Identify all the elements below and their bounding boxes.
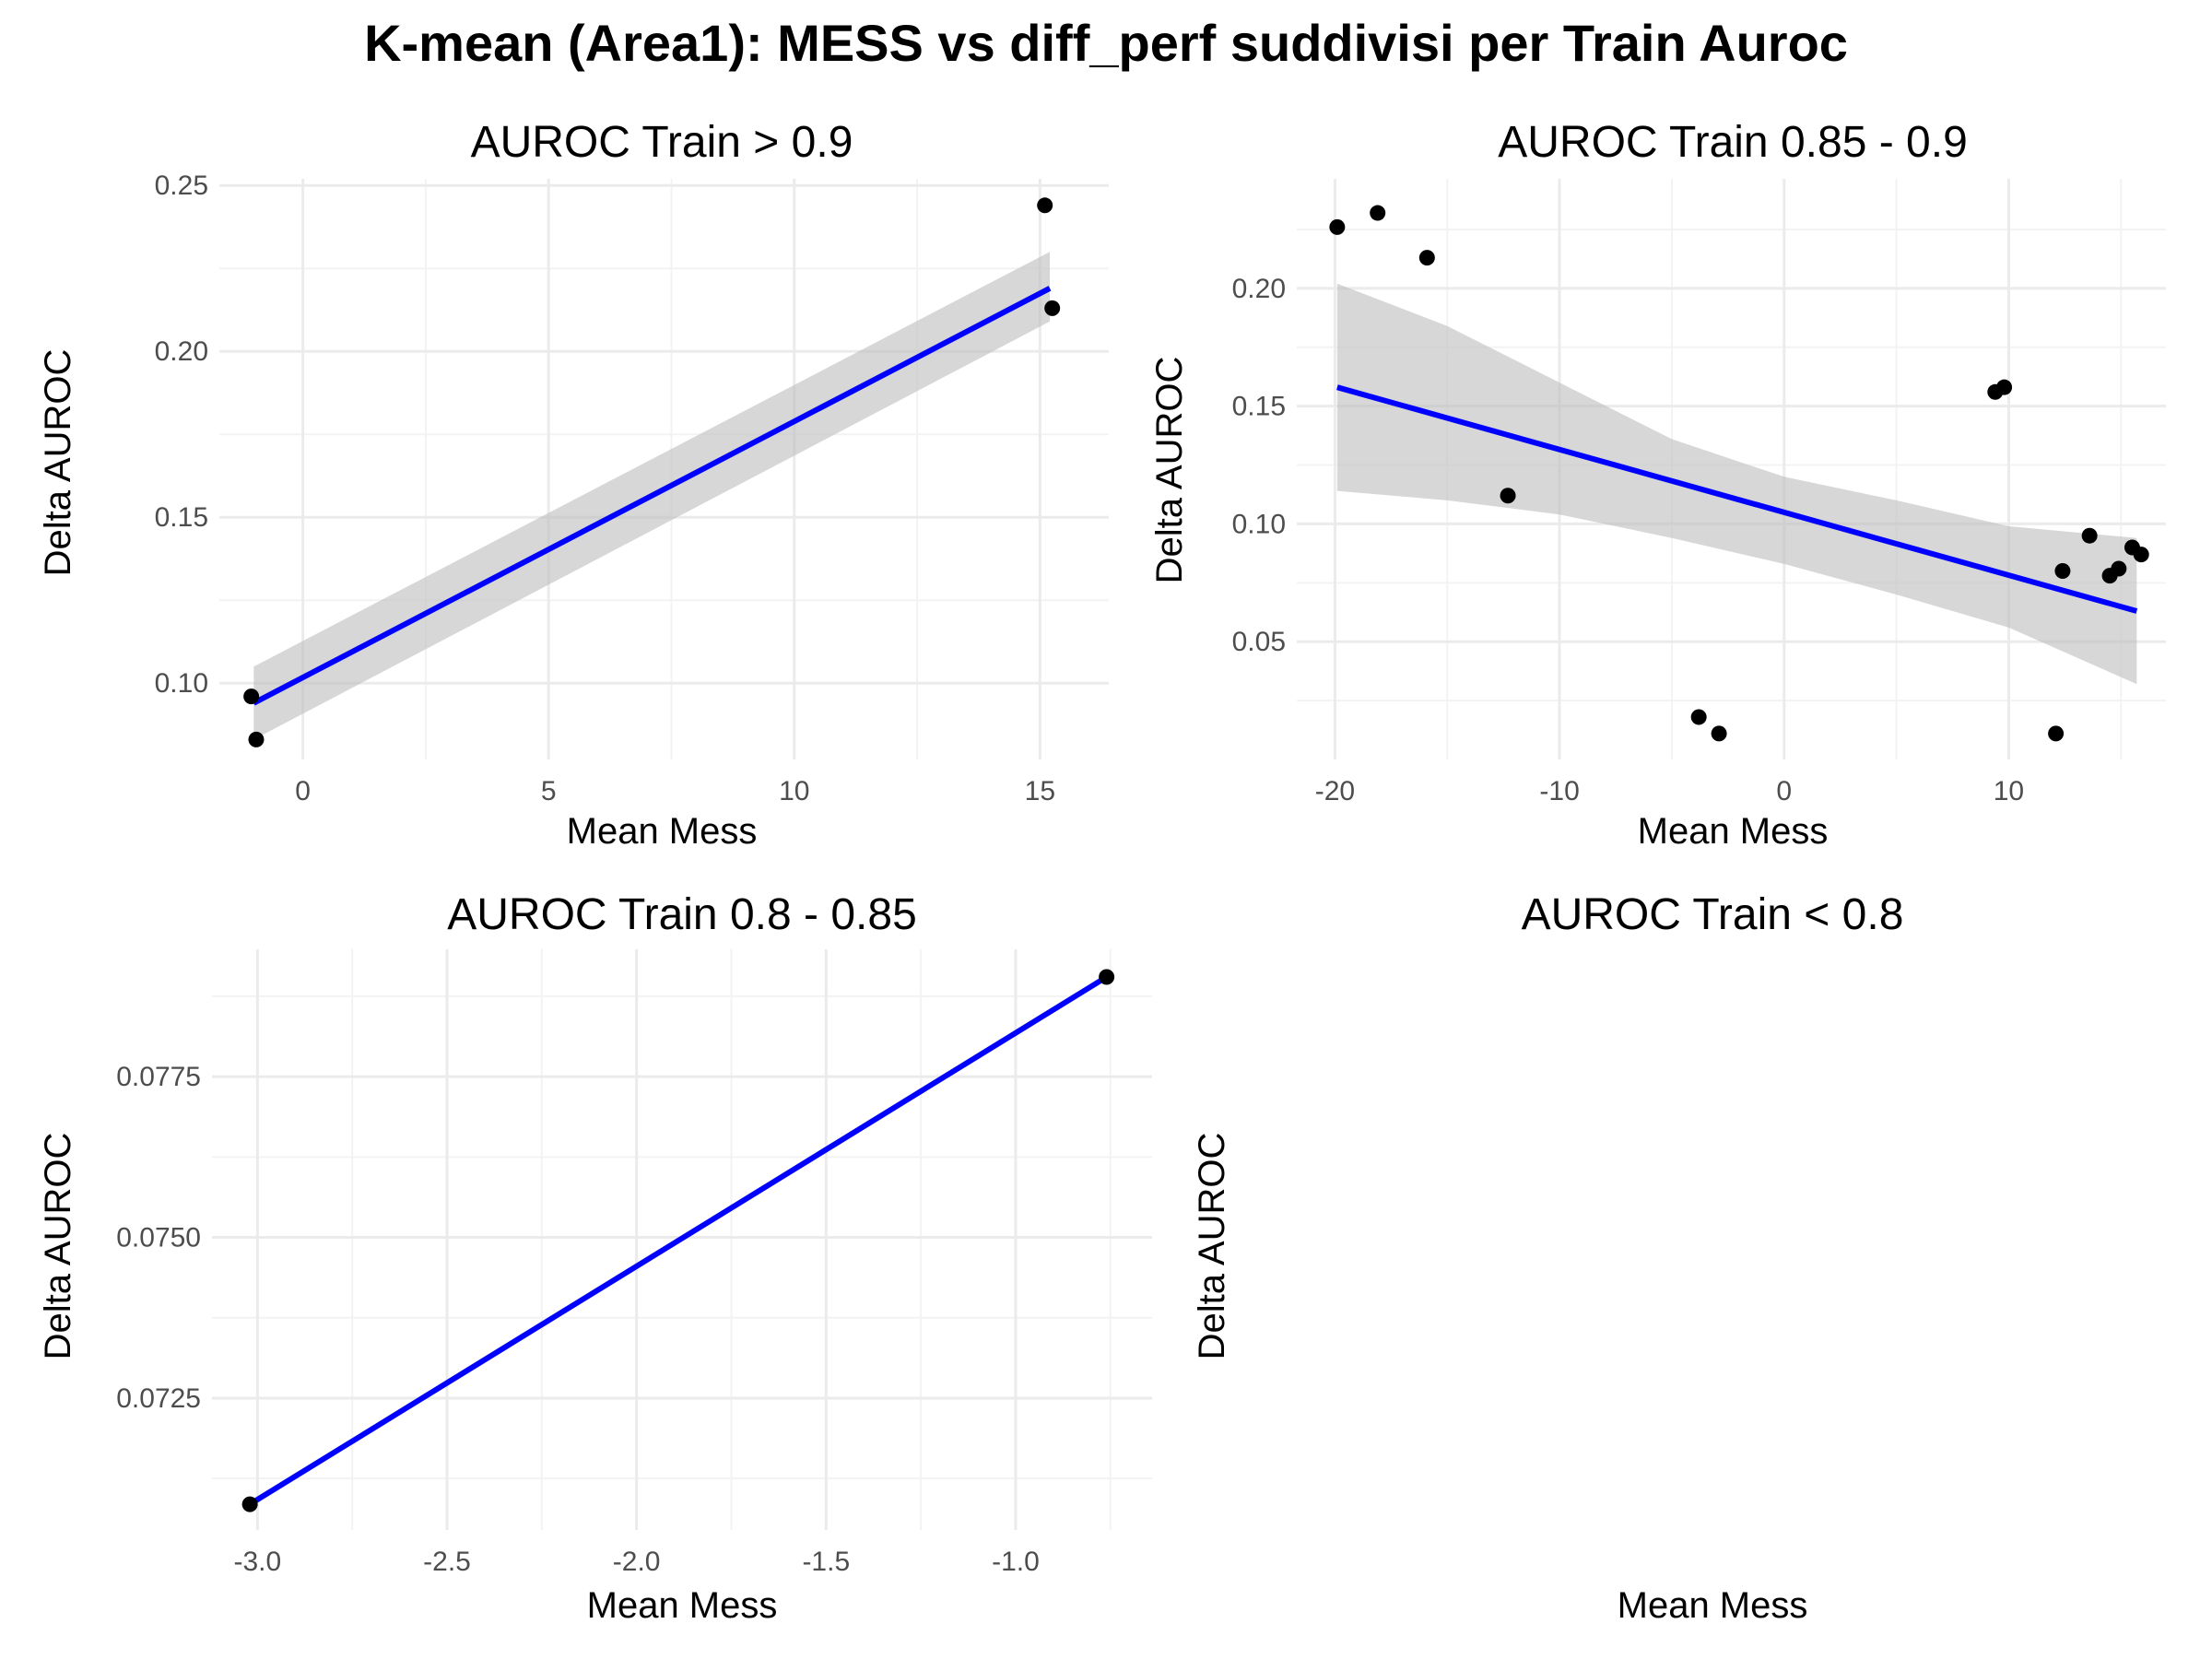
data-point: [1500, 488, 1516, 504]
x-axis-label: Mean Mess: [587, 1585, 778, 1626]
data-point: [1099, 969, 1115, 985]
x-tick-label: -10: [1539, 776, 1579, 806]
x-tick-label: 5: [541, 776, 557, 806]
y-tick-label: 0.10: [155, 668, 208, 699]
data-point: [1996, 379, 2013, 395]
y-tick-label: 0.15: [155, 502, 208, 533]
data-point: [1711, 725, 1727, 742]
plot-area: -3.0 -2.5 -2.0 -1.5 -1.0 0.0725 0.0750 0.0775: [116, 949, 1152, 1577]
plot-area: 0 5 10 15 0.10 0.15 0.20 0.25: [155, 171, 1109, 806]
x-tick-label: -1.0: [992, 1547, 1040, 1577]
data-point: [1418, 250, 1435, 266]
panel-auroc-0.8-0.85: AUROC Train 0.8 - 0.85 Mean Mess Delta A…: [38, 890, 1152, 1626]
x-tick-label: -3.0: [234, 1547, 282, 1577]
x-tick-label: 10: [779, 776, 809, 806]
chart-main-title: K-mean (Area1): MESS vs diff_perf suddiv…: [364, 14, 1848, 72]
y-tick-label: 0.0725: [116, 1383, 201, 1414]
x-axis-label: Mean Mess: [1618, 1585, 1808, 1626]
x-tick-label: 0: [295, 776, 311, 806]
x-axis-label: Mean Mess: [567, 811, 758, 852]
panel-auroc-lt-0.8: AUROC Train < 0.8 Mean Mess Delta AUROC: [1192, 890, 1903, 1626]
y-tick-label: 0.05: [1232, 627, 1286, 657]
panel-auroc-gt-0.9: AUROC Train > 0.9 Mean Mess Delta AUROC …: [38, 118, 1109, 852]
confidence-band: [1336, 283, 2137, 685]
y-tick-label: 0.0775: [116, 1062, 201, 1092]
y-axis-label: Delta AUROC: [38, 349, 78, 577]
data-point: [241, 1496, 258, 1512]
y-axis-label: Delta AUROC: [38, 1133, 78, 1360]
panel-title: AUROC Train < 0.8: [1522, 890, 1904, 939]
y-tick-label: 0.20: [155, 336, 208, 367]
data-point: [2111, 560, 2127, 577]
x-tick-label: 15: [1025, 776, 1055, 806]
data-point: [1370, 205, 1386, 221]
x-tick-label: -20: [1315, 776, 1355, 806]
x-tick-label: -2.0: [613, 1547, 661, 1577]
data-point: [1037, 197, 1053, 214]
y-axis-label: Delta AUROC: [1149, 357, 1190, 584]
panel-title: AUROC Train 0.85 - 0.9: [1498, 118, 1968, 167]
panel-title: AUROC Train > 0.9: [471, 118, 853, 167]
data-point: [2133, 547, 2149, 563]
y-tick-label: 0.20: [1232, 274, 1286, 304]
x-tick-label: -2.5: [423, 1547, 471, 1577]
data-point: [1690, 709, 1707, 725]
x-tick-label: -1.5: [802, 1547, 850, 1577]
x-axis-label: Mean Mess: [1638, 811, 1829, 852]
regression-line: [252, 286, 1052, 706]
data-point: [2054, 563, 2071, 580]
data-point: [243, 688, 260, 705]
data-point: [248, 731, 265, 747]
regression-line: [1336, 384, 2138, 614]
data-point: [1329, 218, 1346, 235]
y-tick-label: 0.0750: [116, 1223, 201, 1253]
y-tick-label: 0.25: [155, 171, 208, 201]
y-axis-label: Delta AUROC: [1192, 1133, 1232, 1360]
y-tick-label: 0.15: [1232, 392, 1286, 422]
x-tick-label: 10: [1994, 776, 2024, 806]
data-point: [1044, 300, 1061, 316]
plot-area: -20 -10 0 10 0.05 0.10 0.15 0.20: [1232, 179, 2166, 806]
panel-title: AUROC Train 0.8 - 0.85: [447, 890, 917, 939]
data-point: [2081, 527, 2098, 544]
y-tick-label: 0.10: [1232, 509, 1286, 539]
regression-line: [248, 974, 1109, 1507]
x-tick-label: 0: [1776, 776, 1792, 806]
panel-auroc-0.85-0.9: AUROC Train 0.85 - 0.9 Mean Mess Delta A…: [1149, 118, 2166, 852]
data-point: [2048, 725, 2065, 742]
